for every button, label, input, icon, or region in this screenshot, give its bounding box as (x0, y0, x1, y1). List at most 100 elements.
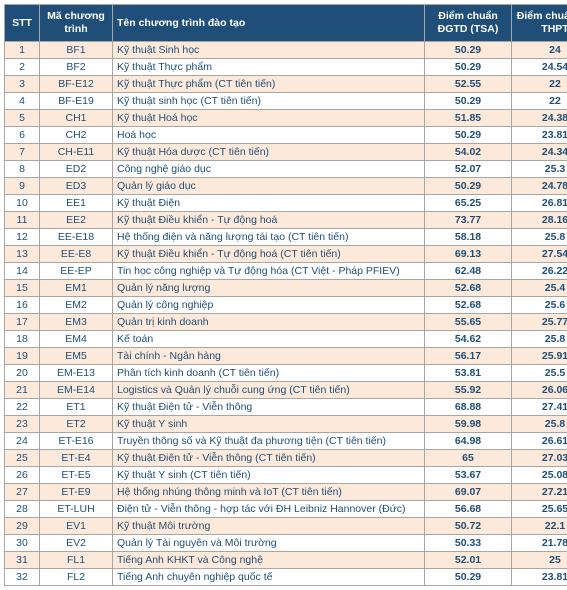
cell-stt: 11 (5, 212, 40, 229)
cell-name: Quản trị kinh doanh (113, 314, 425, 331)
cell-score-thpt: 22 (512, 76, 567, 93)
cell-score-thpt: 25.08 (512, 467, 567, 484)
table-row: 13EE-E8Kỹ thuật Điều khiển - Tự động hoá… (5, 246, 567, 263)
cell-name: Kỹ thuật Sinh học (113, 42, 425, 59)
col-code: Mã chương trình (40, 5, 113, 42)
cell-code: ET-E16 (40, 433, 113, 450)
cell-code: CH-E11 (40, 144, 113, 161)
cell-score-tsa: 73.77 (425, 212, 512, 229)
cell-code: ET-E4 (40, 450, 113, 467)
table-row: 27ET-E9Hệ thống nhúng thông minh và IoT … (5, 484, 567, 501)
cell-score-tsa: 52.68 (425, 280, 512, 297)
cell-code: EM3 (40, 314, 113, 331)
cell-code: EE2 (40, 212, 113, 229)
table-row: 16EM2Quản lý công nghiệp52.6825.6 (5, 297, 567, 314)
cell-score-thpt: 25.3 (512, 161, 567, 178)
cell-name: Quản lý giáo dục (113, 178, 425, 195)
cell-score-thpt: 25.77 (512, 314, 567, 331)
cell-code: EV2 (40, 535, 113, 552)
cell-stt: 14 (5, 263, 40, 280)
cell-score-thpt: 24.78 (512, 178, 567, 195)
table-row: 3BF-E12Kỹ thuật Thực phẩm (CT tiên tiến)… (5, 76, 567, 93)
cell-stt: 20 (5, 365, 40, 382)
table-row: 24ET-E16Truyền thông số và Kỹ thuật đa p… (5, 433, 567, 450)
cell-score-thpt: 24.34 (512, 144, 567, 161)
cell-code: EM4 (40, 331, 113, 348)
cell-name: Công nghệ giáo dục (113, 161, 425, 178)
cell-stt: 5 (5, 110, 40, 127)
table-row: 17EM3Quản trị kinh doanh55.6525.77 (5, 314, 567, 331)
cell-code: EV1 (40, 518, 113, 535)
cell-code: CH2 (40, 127, 113, 144)
cell-score-tsa: 54.02 (425, 144, 512, 161)
cell-score-tsa: 56.68 (425, 501, 512, 518)
cell-score-thpt: 25.65 (512, 501, 567, 518)
table-row: 4BF-E19Kỹ thuật sinh học (CT tiên tiến)5… (5, 93, 567, 110)
table-row: 1BF1Kỹ thuật Sinh học50.2924 (5, 42, 567, 59)
cell-score-thpt: 23.81 (512, 127, 567, 144)
cell-score-tsa: 53.81 (425, 365, 512, 382)
col-stt: STT (5, 5, 40, 42)
cell-score-thpt: 27.21 (512, 484, 567, 501)
cell-code: CH1 (40, 110, 113, 127)
table-row: 25ET-E4Kỹ thuật Điện tử - Viễn thông (CT… (5, 450, 567, 467)
cell-score-tsa: 65 (425, 450, 512, 467)
table-row: 20EM-E13Phân tích kinh doanh (CT tiên ti… (5, 365, 567, 382)
cell-score-thpt: 27.41 (512, 399, 567, 416)
cell-stt: 17 (5, 314, 40, 331)
cell-name: Quản lý công nghiệp (113, 297, 425, 314)
cell-score-tsa: 58.18 (425, 229, 512, 246)
cell-score-tsa: 62.48 (425, 263, 512, 280)
cell-code: BF2 (40, 59, 113, 76)
cell-score-tsa: 54.62 (425, 331, 512, 348)
cell-score-tsa: 55.92 (425, 382, 512, 399)
cell-code: ET1 (40, 399, 113, 416)
cell-score-thpt: 25.8 (512, 416, 567, 433)
table-row: 10EE1Kỹ thuật Điện65.2526.81 (5, 195, 567, 212)
cell-code: EM5 (40, 348, 113, 365)
cell-score-thpt: 26.61 (512, 433, 567, 450)
cell-score-thpt: 22 (512, 93, 567, 110)
cell-name: Logistics và Quản lý chuỗi cung ứng (CT … (113, 382, 425, 399)
cell-stt: 18 (5, 331, 40, 348)
cell-name: Kỹ thuật Điều khiển - Tự động hoá (CT ti… (113, 246, 425, 263)
cell-score-thpt: 27.03 (512, 450, 567, 467)
cell-stt: 10 (5, 195, 40, 212)
cell-code: EM2 (40, 297, 113, 314)
cell-code: EE-E8 (40, 246, 113, 263)
cell-score-thpt: 26.06 (512, 382, 567, 399)
cell-code: BF-E12 (40, 76, 113, 93)
cell-stt: 12 (5, 229, 40, 246)
table-row: 23ET2Kỹ thuật Y sinh59.9825.8 (5, 416, 567, 433)
cell-stt: 31 (5, 552, 40, 569)
table-row: 15EM1Quản lý năng lượng52.6825.4 (5, 280, 567, 297)
table-row: 22ET1Kỹ thuật Điện tử - Viễn thông68.882… (5, 399, 567, 416)
table-row: 11EE2Kỹ thuật Điều khiển - Tự động hoá73… (5, 212, 567, 229)
table-row: 31FL1Tiếng Anh KHKT và Công nghệ52.0125 (5, 552, 567, 569)
cell-score-tsa: 64.98 (425, 433, 512, 450)
cell-name: Kỹ thuật Y sinh (CT tiên tiến) (113, 467, 425, 484)
cell-name: Tài chính - Ngân hàng (113, 348, 425, 365)
cell-score-tsa: 53.67 (425, 467, 512, 484)
table-row: 29EV1Kỹ thuật Môi trường50.7222.1 (5, 518, 567, 535)
cell-name: Phân tích kinh doanh (CT tiên tiến) (113, 365, 425, 382)
cell-stt: 7 (5, 144, 40, 161)
cell-score-thpt: 25.5 (512, 365, 567, 382)
cell-score-tsa: 50.29 (425, 93, 512, 110)
cell-score-thpt: 28.16 (512, 212, 567, 229)
cell-code: EM-E14 (40, 382, 113, 399)
cell-code: BF-E19 (40, 93, 113, 110)
cell-stt: 1 (5, 42, 40, 59)
cell-name: Kỹ thuật Hóa dược (CT tiên tiến) (113, 144, 425, 161)
cell-stt: 6 (5, 127, 40, 144)
table-row: 30EV2Quản lý Tài nguyên và Môi trường50.… (5, 535, 567, 552)
cell-code: ET-E5 (40, 467, 113, 484)
cell-stt: 4 (5, 93, 40, 110)
cell-code: EM1 (40, 280, 113, 297)
cell-stt: 30 (5, 535, 40, 552)
table-row: 6CH2Hoá học50.2923.81 (5, 127, 567, 144)
table-row: 7CH-E11Kỹ thuật Hóa dược (CT tiên tiến)5… (5, 144, 567, 161)
table-row: 21EM-E14Logistics và Quản lý chuỗi cung … (5, 382, 567, 399)
cell-name: Kỹ thuật Điện tử - Viễn thông (CT tiên t… (113, 450, 425, 467)
cell-code: EE1 (40, 195, 113, 212)
